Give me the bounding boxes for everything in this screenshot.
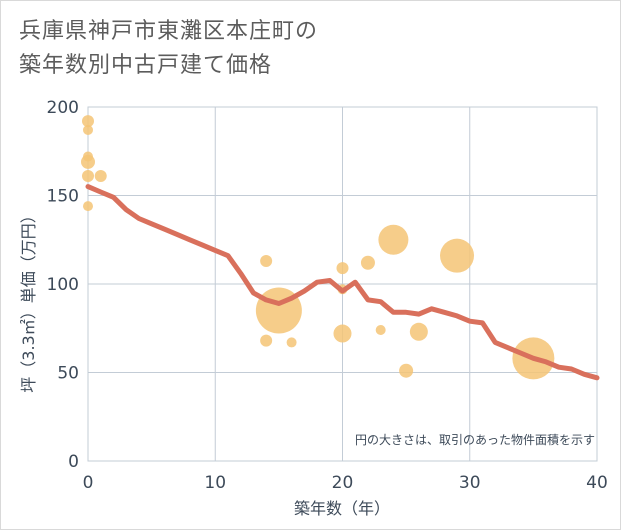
chart-title-line-1: 兵庫県神戸市東灘区本庄町の [19,19,319,44]
data-bubble [83,125,93,136]
data-bubble [286,337,297,348]
data-bubble [81,154,95,169]
data-bubble [82,115,94,128]
x-axis-ticks: 0 10 20 30 40 [83,473,608,493]
y-tick-label: 50 [57,364,79,384]
data-bubble [360,255,375,270]
y-tick-label: 0 [68,452,79,472]
chart-title-line-2: 築年数別中古戸建て価格 [19,53,273,78]
x-tick-label: 20 [332,473,354,493]
x-tick-label: 40 [586,473,608,493]
trend-line [85,184,600,381]
chart-title: 兵庫県神戸市東灘区本庄町の 築年数別中古戸建て価格 [19,15,318,83]
y-axis-label: 坪（3.3㎡）単価（万円） [19,207,38,392]
y-tick-label: 150 [47,187,79,207]
data-bubble [260,254,273,267]
data-bubble [378,224,409,255]
y-tick-label: 200 [47,98,79,118]
y-tick-label: 100 [47,275,79,295]
grid-lines [87,106,598,462]
x-axis-label: 築年数（年） [294,499,390,518]
x-tick-label: 10 [204,473,226,493]
data-bubble [440,238,475,273]
y-axis-ticks: 0 50 100 150 200 [47,98,79,472]
x-tick-label: 0 [83,473,94,493]
size-annotation: 円の大きさは、取引のあった物件面積を示す [355,432,595,447]
data-bubble [336,262,349,275]
data-bubble [333,324,352,343]
bubble-series [81,115,555,380]
data-bubble [375,325,386,336]
data-bubble [399,363,414,378]
data-bubble [409,322,428,341]
x-tick-label: 30 [459,473,481,493]
data-bubble [83,201,93,212]
data-bubble [82,170,94,183]
data-bubble [94,170,107,183]
data-bubble [260,334,273,347]
